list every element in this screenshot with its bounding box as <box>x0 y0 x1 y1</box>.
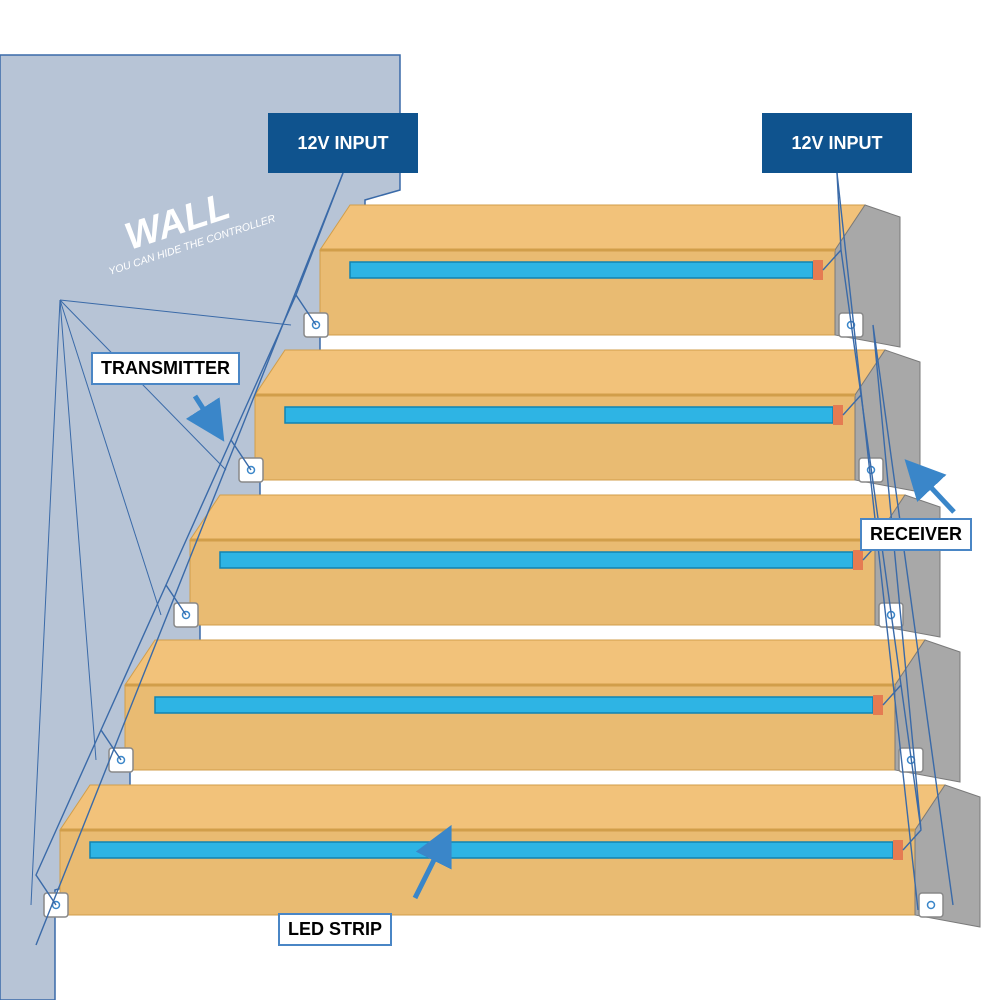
receiver-sensor <box>919 893 943 917</box>
ledstrip-label: LED STRIP <box>278 913 392 946</box>
input-label-left: 12V INPUT <box>268 113 418 173</box>
transmitter-label: TRANSMITTER <box>91 352 240 385</box>
input-label-right: 12V INPUT <box>762 113 912 173</box>
receiver-label: RECEIVER <box>860 518 972 551</box>
